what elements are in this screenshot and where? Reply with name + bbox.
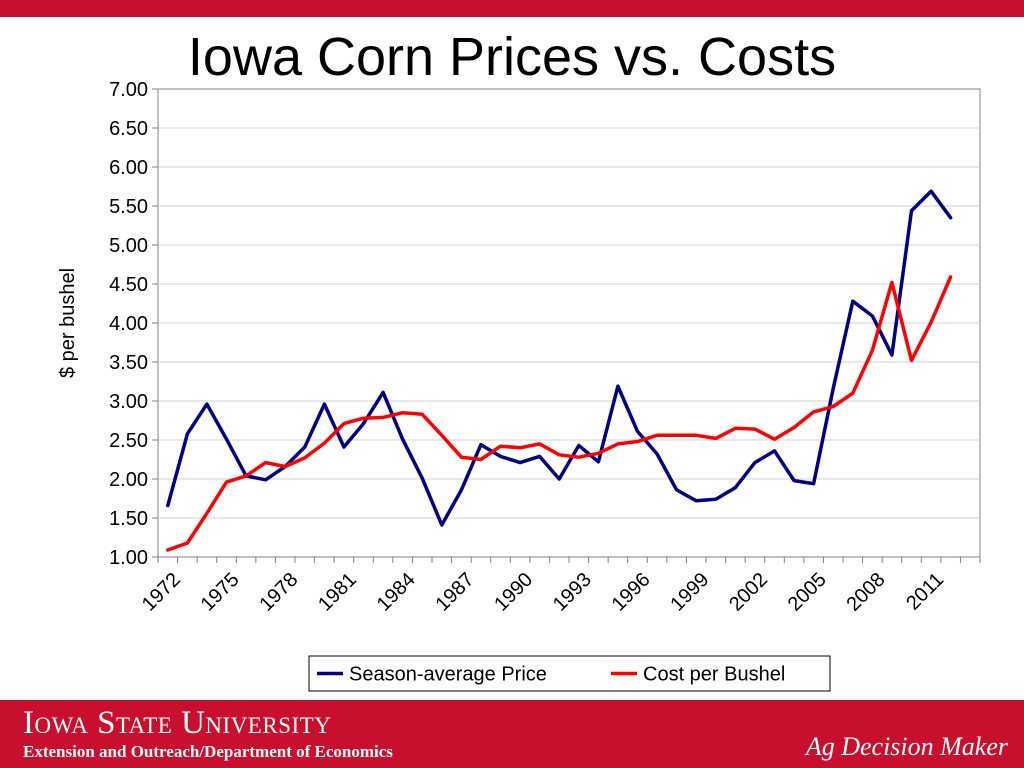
- series-line-price: [166, 189, 953, 527]
- y-tick-label: 4.00: [109, 313, 148, 335]
- x-tick-label: 2005: [784, 569, 831, 616]
- slide-title: Iowa Corn Prices vs. Costs: [187, 27, 837, 87]
- x-tick-label: 1975: [197, 569, 244, 616]
- x-tick-label: 2008: [842, 569, 889, 616]
- series-line-cost: [166, 275, 953, 552]
- x-tick-label: 1987: [431, 569, 478, 616]
- y-tick-label: 6.00: [109, 157, 148, 179]
- y-tick-label: 1.50: [109, 508, 148, 530]
- top-accent-band: [0, 0, 1024, 17]
- y-tick-label: 5.50: [109, 196, 148, 218]
- x-tick-label: 1990: [490, 569, 537, 616]
- y-tick-label: 3.00: [109, 391, 148, 413]
- x-tick-label: 1996: [608, 569, 655, 616]
- legend-box: [308, 655, 831, 692]
- y-tick-label: 2.50: [109, 430, 148, 452]
- brand-name: Ag Decision Maker: [805, 732, 1008, 761]
- x-tick-label: 1981: [314, 569, 361, 616]
- x-tick-label: 1993: [549, 569, 596, 616]
- y-tick-label: 3.50: [109, 352, 148, 374]
- footer-band: Iowa State University Extension and Outr…: [0, 700, 1024, 768]
- legend-label: Season-average Price: [349, 664, 547, 686]
- x-tick-label: 1972: [138, 569, 185, 616]
- y-tick-label: 4.50: [109, 274, 148, 296]
- y-tick-label: 6.50: [109, 118, 148, 140]
- x-tick-label: 1978: [255, 569, 302, 616]
- university-wordmark: Iowa State University: [23, 705, 332, 741]
- department-name: Extension and Outreach/Department of Eco…: [23, 742, 393, 761]
- y-tick-label: 7.00: [109, 79, 148, 101]
- y-tick-label: 2.00: [109, 469, 148, 491]
- chart-area: 1.00 1.50 2.00 2.50 3.00 3.50 4.00 4.50 5.00 5.50…: [57, 79, 981, 692]
- x-tick-label: 2011: [902, 569, 948, 615]
- x-tick-label: 1984: [373, 569, 420, 616]
- legend-label: Cost per Bushel: [643, 664, 785, 686]
- y-tick-label: 5.00: [109, 235, 148, 257]
- y-axis-label: $ per bushel: [57, 268, 79, 378]
- x-tick-label: 1999: [666, 569, 713, 616]
- x-tick-label: 2002: [725, 569, 772, 616]
- y-tick-label: 1.00: [109, 547, 148, 569]
